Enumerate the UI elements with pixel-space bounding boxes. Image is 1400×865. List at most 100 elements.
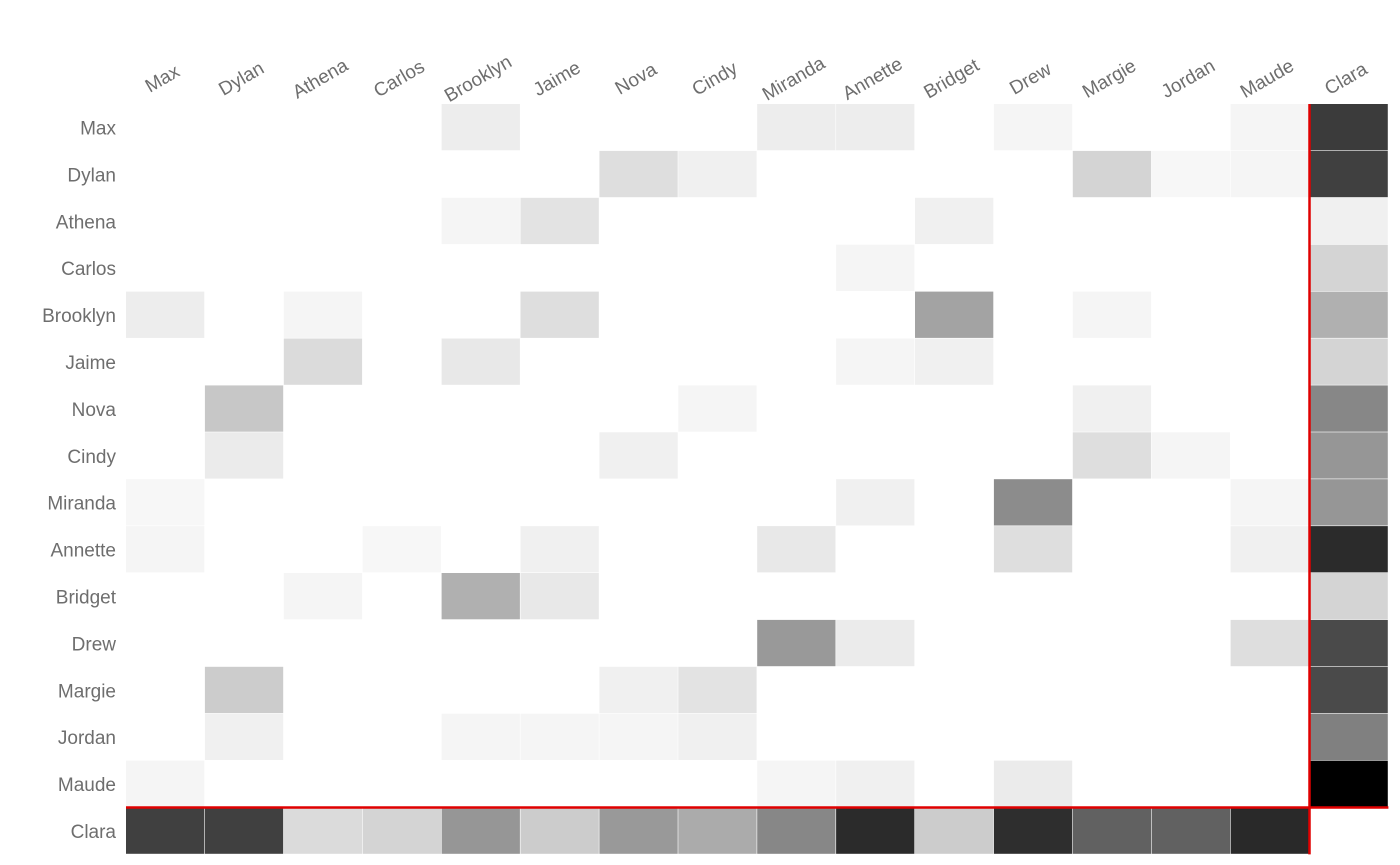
cell-jaime-bridget xyxy=(915,338,994,385)
cell-bridget-nova xyxy=(599,573,678,620)
cell-annette-brooklyn xyxy=(441,526,520,573)
cell-carlos-clara xyxy=(1309,244,1388,291)
cell-brooklyn-clara xyxy=(1309,291,1388,338)
cell-bridget-jaime xyxy=(520,573,599,620)
cell-max-jordan xyxy=(1151,104,1230,151)
cell-max-clara xyxy=(1309,104,1388,151)
cell-nova-dylan xyxy=(204,385,284,432)
cell-nova-annette xyxy=(836,385,915,432)
cell-margie-athena xyxy=(283,666,363,714)
cell-clara-miranda xyxy=(757,807,836,854)
cell-dylan-annette xyxy=(836,150,915,198)
cell-bridget-carlos xyxy=(362,573,441,620)
cell-drew-jordan xyxy=(1151,619,1230,667)
cell-jordan-bridget xyxy=(915,713,994,760)
cell-miranda-miranda xyxy=(757,479,836,526)
cell-miranda-cindy xyxy=(678,479,757,526)
cell-max-cindy xyxy=(678,104,757,151)
cell-drew-margie xyxy=(1072,619,1152,667)
cell-dylan-maude xyxy=(1230,150,1309,198)
cell-maude-drew xyxy=(993,760,1073,807)
cell-annette-maude xyxy=(1230,526,1309,573)
cell-brooklyn-brooklyn xyxy=(441,291,520,338)
cell-max-jaime xyxy=(520,104,599,151)
cell-max-margie xyxy=(1072,104,1152,151)
cell-carlos-cindy xyxy=(678,244,757,291)
column-label-drew: Drew xyxy=(1006,59,1055,99)
cell-cindy-bridget xyxy=(915,432,994,479)
cell-brooklyn-dylan xyxy=(204,291,284,338)
cell-dylan-athena xyxy=(283,150,363,198)
cell-margie-nova xyxy=(599,666,678,714)
cell-dylan-bridget xyxy=(915,150,994,198)
highlight-lines xyxy=(126,104,1389,855)
cell-jordan-dylan xyxy=(204,713,284,760)
cell-jordan-jordan xyxy=(1151,713,1230,760)
cell-max-annette xyxy=(836,104,915,151)
cell-dylan-margie xyxy=(1072,150,1152,198)
cell-annette-athena xyxy=(283,526,363,573)
row-label-dylan: Dylan xyxy=(67,165,116,186)
cell-clara-annette xyxy=(836,807,915,854)
cell-nova-athena xyxy=(283,385,363,432)
cell-athena-annette xyxy=(836,197,915,245)
cell-margie-maude xyxy=(1230,666,1309,714)
cell-nova-bridget xyxy=(915,385,994,432)
cell-brooklyn-annette xyxy=(836,291,915,338)
cell-clara-margie xyxy=(1072,807,1152,854)
cell-dylan-nova xyxy=(599,150,678,198)
cell-cindy-dylan xyxy=(204,432,284,479)
cell-margie-margie xyxy=(1072,666,1152,714)
cell-athena-carlos xyxy=(362,197,441,245)
cell-maude-bridget xyxy=(915,760,994,807)
cell-maude-dylan xyxy=(204,760,284,807)
row-label-margie: Margie xyxy=(58,681,116,702)
cell-carlos-miranda xyxy=(757,244,836,291)
cell-max-bridget xyxy=(915,104,994,151)
column-label-brooklyn: Brooklyn xyxy=(441,52,516,107)
row-label-drew: Drew xyxy=(72,634,117,655)
cell-max-brooklyn xyxy=(441,104,520,151)
cell-jordan-jaime xyxy=(520,713,599,760)
cell-jordan-cindy xyxy=(678,713,757,760)
cell-clara-jordan xyxy=(1151,807,1230,854)
cell-dylan-carlos xyxy=(362,150,441,198)
row-label-clara: Clara xyxy=(71,822,117,843)
column-label-jordan: Jordan xyxy=(1158,56,1219,103)
cell-athena-miranda xyxy=(757,197,836,245)
column-label-bridget: Bridget xyxy=(920,55,983,104)
cell-miranda-dylan xyxy=(204,479,284,526)
cell-bridget-dylan xyxy=(204,573,284,620)
column-label-annette: Annette xyxy=(839,54,906,105)
cell-athena-jaime xyxy=(520,197,599,245)
row-label-maude: Maude xyxy=(58,775,116,796)
column-label-cindy: Cindy xyxy=(689,58,742,101)
cell-brooklyn-cindy xyxy=(678,291,757,338)
cell-drew-max xyxy=(126,619,205,667)
cell-miranda-brooklyn xyxy=(441,479,520,526)
cell-carlos-drew xyxy=(993,244,1073,291)
cell-cindy-max xyxy=(126,432,205,479)
cell-maude-annette xyxy=(836,760,915,807)
cell-margie-clara xyxy=(1309,666,1388,714)
cell-maude-cindy xyxy=(678,760,757,807)
cell-margie-max xyxy=(126,666,205,714)
cell-margie-annette xyxy=(836,666,915,714)
cell-nova-cindy xyxy=(678,385,757,432)
cell-maude-carlos xyxy=(362,760,441,807)
cell-maude-brooklyn xyxy=(441,760,520,807)
cell-miranda-carlos xyxy=(362,479,441,526)
cell-drew-jaime xyxy=(520,619,599,667)
cell-jaime-margie xyxy=(1072,338,1152,385)
cell-maude-margie xyxy=(1072,760,1152,807)
cell-jordan-maude xyxy=(1230,713,1309,760)
cell-athena-clara xyxy=(1309,197,1388,245)
cell-jaime-jordan xyxy=(1151,338,1230,385)
cell-max-carlos xyxy=(362,104,441,151)
row-label-cindy: Cindy xyxy=(67,447,116,468)
cell-drew-maude xyxy=(1230,619,1309,667)
cell-jordan-margie xyxy=(1072,713,1152,760)
cell-annette-drew xyxy=(993,526,1073,573)
cell-cindy-annette xyxy=(836,432,915,479)
cell-jaime-jaime xyxy=(520,338,599,385)
